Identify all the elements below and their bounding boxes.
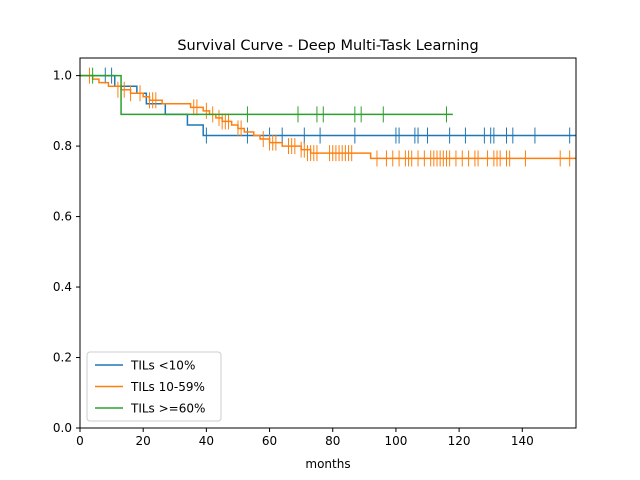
y-tick-label: 0.4 xyxy=(53,280,72,294)
y-tick-label: 0.6 xyxy=(53,210,72,224)
axes: 0 20 40 60 80 100 120 140 0.0 0.2 0.4 0.6 0.8 1.0 xyxy=(53,57,577,448)
y-tick-label: 0.8 xyxy=(53,139,72,153)
legend: TILs <10% TILs 10-59% TILs >=60% xyxy=(86,351,222,422)
legend-label-3: TILs >=60% xyxy=(130,402,205,416)
y-tick-label: 0.0 xyxy=(53,421,72,435)
x-tick-label: 100 xyxy=(384,434,407,448)
x-tick-label: 140 xyxy=(511,434,534,448)
x-axis-label: months xyxy=(305,457,350,471)
x-tick-label: 80 xyxy=(325,434,340,448)
x-tick-label: 40 xyxy=(199,434,214,448)
plot-area xyxy=(80,67,576,167)
series-line-3 xyxy=(80,74,453,116)
chart-title: Survival Curve - Deep Multi-Task Learnin… xyxy=(177,38,478,54)
legend-label-1: TILs <10% xyxy=(130,359,195,373)
x-tick-label: 0 xyxy=(76,434,84,448)
x-tick-label: 20 xyxy=(136,434,151,448)
y-tick-label: 0.2 xyxy=(53,351,72,365)
plot-frame xyxy=(79,57,577,429)
x-tick-label: 60 xyxy=(262,434,277,448)
y-tick-label: 1.0 xyxy=(53,69,72,83)
legend-box xyxy=(86,351,222,422)
legend-label-2: TILs 10-59% xyxy=(130,380,205,394)
x-tick-label: 120 xyxy=(448,434,471,448)
